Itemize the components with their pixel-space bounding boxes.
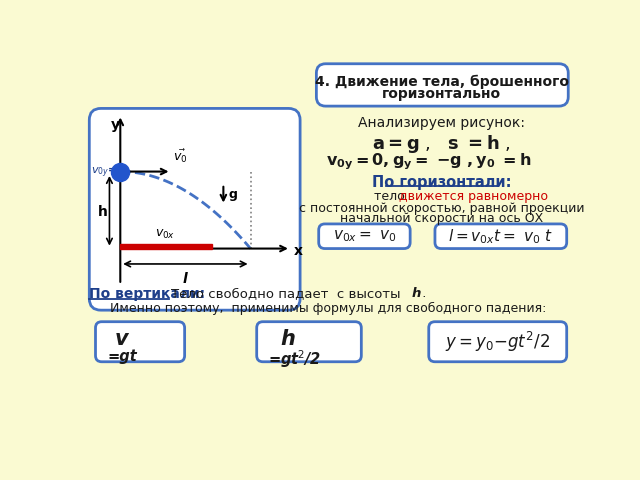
Text: $v_{0x}{=}\ v_0$: $v_{0x}{=}\ v_0$ xyxy=(333,228,396,244)
FancyBboxPatch shape xyxy=(90,108,300,310)
FancyBboxPatch shape xyxy=(316,64,568,106)
FancyBboxPatch shape xyxy=(435,224,566,249)
Text: По вертикали:: По вертикали: xyxy=(90,287,205,301)
Text: h: h xyxy=(280,329,295,349)
Text: $l{=}v_{0x}t{=}\ v_0\ t$: $l{=}v_{0x}t{=}\ v_0\ t$ xyxy=(449,227,553,246)
Text: начальной скорости на ось ОХ: начальной скорости на ось ОХ xyxy=(340,212,543,225)
Text: $v_{0x}$: $v_{0x}$ xyxy=(155,228,175,241)
Text: тело: тело xyxy=(374,190,409,203)
Text: v: v xyxy=(115,329,129,349)
Text: $\vec{v_0}$: $\vec{v_0}$ xyxy=(173,148,188,166)
FancyBboxPatch shape xyxy=(429,322,566,362)
Text: l: l xyxy=(183,272,188,286)
Text: По горизонтали:: По горизонтали: xyxy=(372,175,511,190)
FancyBboxPatch shape xyxy=(95,322,184,362)
Text: 4. Движение тела, брошенного: 4. Движение тела, брошенного xyxy=(315,74,569,89)
Text: h: h xyxy=(99,204,108,218)
Text: Тело свободно падает  с высоты: Тело свободно падает с высоты xyxy=(172,287,405,300)
Text: $v_{0y}$=0: $v_{0y}$=0 xyxy=(91,163,126,180)
Text: Именно поэтому,  применимы формулы для свободного падения:: Именно поэтому, применимы формулы для св… xyxy=(110,302,546,315)
Text: g: g xyxy=(229,188,237,201)
Text: горизонтально: горизонтально xyxy=(382,87,502,101)
Text: x: x xyxy=(294,244,303,258)
FancyBboxPatch shape xyxy=(257,322,362,362)
Text: .: . xyxy=(418,287,426,300)
FancyBboxPatch shape xyxy=(319,224,410,249)
Text: $\mathbf{a{=}g}$ ,   $\mathbf{s\ {=}h}$ ,: $\mathbf{a{=}g}$ , $\mathbf{s\ {=}h}$ , xyxy=(372,133,511,155)
Text: движется равномерно: движется равномерно xyxy=(399,190,548,203)
Text: =gt$^2$/2: =gt$^2$/2 xyxy=(268,348,321,371)
Text: h: h xyxy=(412,287,421,300)
Text: =gt: =gt xyxy=(107,348,137,364)
Text: y: y xyxy=(111,118,120,132)
Text: Анализируем рисунок:: Анализируем рисунок: xyxy=(358,116,525,130)
Text: $y{=}y_0{-}gt^2{/}2$: $y{=}y_0{-}gt^2{/}2$ xyxy=(445,330,550,354)
Text: $\mathbf{v_{0y}{=}0,g_y{=}\ {-}g\ ,y_0\ {=}h}$: $\mathbf{v_{0y}{=}0,g_y{=}\ {-}g\ ,y_0\ … xyxy=(326,152,531,172)
Text: с постоянной скоростью, равной проекции: с постоянной скоростью, равной проекции xyxy=(299,202,585,215)
Bar xyxy=(120,244,212,249)
